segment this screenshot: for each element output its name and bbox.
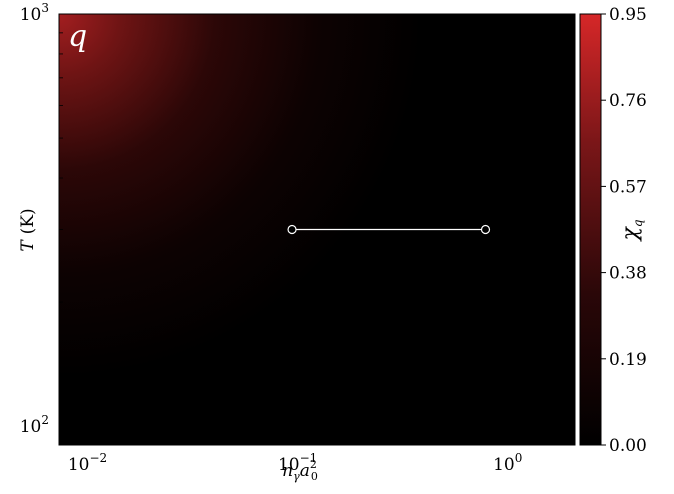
ticks-layer: 10−2 10−1 100 102 103	[20, 1, 523, 475]
colorbar-tick-label: 0.95	[609, 5, 647, 25]
segment-endpoint	[480, 224, 491, 235]
colorbar-tick-label: 0.00	[609, 436, 647, 456]
y-label-unit: (K)	[18, 208, 38, 234]
colorbar-label-sub: q	[631, 219, 645, 227]
colorbar-tick-label: 0.38	[609, 264, 647, 284]
panel-label: q	[68, 19, 87, 54]
colorbar: 0.95 0.76 0.57 0.38 0.19 0.00 χq	[579, 5, 647, 456]
colorbar-tick-label: 0.76	[609, 91, 647, 111]
segment-layer	[287, 224, 491, 235]
x-axis-label: nγa2 0	[282, 458, 318, 483]
colorbar-gradient	[579, 13, 602, 446]
y-axis-label: T (K)	[18, 208, 38, 251]
x-tick-label: 10−1	[278, 451, 317, 475]
y-tick-label: 102	[20, 413, 49, 437]
x-label-sup: 2	[310, 458, 317, 471]
x-label-sub1: γ	[293, 470, 300, 483]
x-label-sub2: 0	[311, 470, 318, 483]
plot-frame	[58, 13, 576, 446]
x-tick-label: 100	[493, 451, 522, 475]
colorbar-tick-label: 0.57	[609, 177, 647, 197]
segment-endpoint	[287, 224, 297, 235]
x-label-base: n	[282, 461, 293, 481]
colorbar-tick-label: 0.19	[609, 350, 647, 370]
colorbar-ticks: 0.95 0.76 0.57 0.38 0.19 0.00	[601, 5, 647, 456]
colorbar-label-base: χ	[618, 226, 643, 243]
x-label-mid: a	[300, 461, 310, 481]
y-tick-label: 103	[20, 1, 49, 25]
colorbar-label: χq	[618, 219, 645, 242]
x-tick-label: 10−2	[68, 451, 107, 475]
y-label-main: T	[18, 239, 38, 252]
